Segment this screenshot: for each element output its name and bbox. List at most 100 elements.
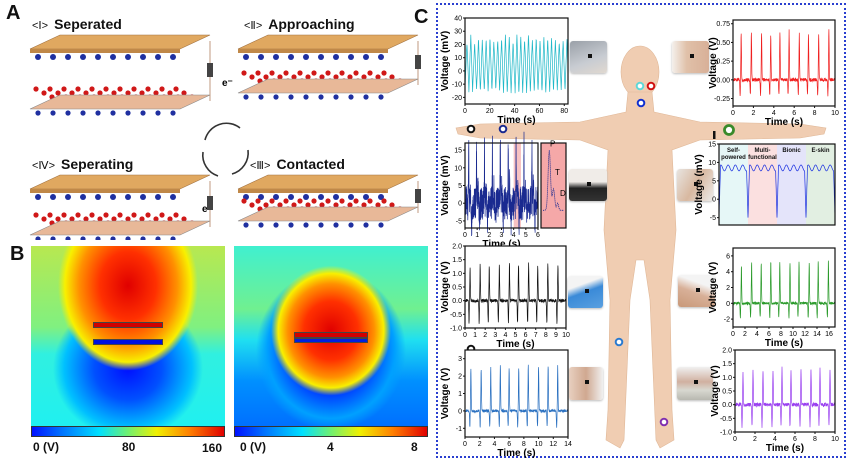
negative-charge (170, 236, 176, 240)
negative-charge (333, 94, 339, 100)
positive-charge (249, 202, 255, 208)
segment-band (806, 144, 835, 225)
positive-charge (367, 198, 373, 204)
y-tick-label: 1.5 (722, 361, 732, 368)
segment-band (777, 144, 806, 225)
x-tick-label: 8 (522, 441, 526, 448)
sensor-dot (695, 287, 700, 292)
negative-charge (155, 54, 161, 60)
photo-elbow (678, 275, 715, 307)
positive-charge (33, 86, 39, 92)
y-tick-label: -1.0 (720, 430, 732, 437)
y-tick-label: 30 (454, 29, 462, 36)
positive-charge (41, 90, 47, 96)
x-axis-label: Time (s) (765, 117, 803, 128)
x-tick-label: 8 (779, 331, 783, 338)
colorbar (31, 426, 225, 437)
x-tick-label: 8 (544, 332, 548, 339)
arrow-arc (231, 149, 249, 175)
y-tick-label: 0.5 (452, 285, 462, 292)
x-tick-label: 6 (792, 110, 796, 117)
negative-charge (65, 194, 71, 200)
y-tick-label: -5 (456, 218, 462, 225)
x-tick-label: 2 (487, 232, 491, 239)
positive-charge (241, 70, 247, 76)
positive-charge (41, 216, 47, 222)
sensor-dot (584, 288, 589, 293)
signal-line (464, 131, 539, 237)
segment-label-e-skin: E-skin (811, 148, 830, 154)
positive-charge (339, 198, 345, 204)
x-axis-label: Time (s) (496, 339, 534, 350)
marker-wrist (498, 124, 508, 134)
negative-charge (258, 194, 264, 200)
colorbar-min: 0 (V) (240, 440, 267, 454)
y-tick-label: 10 (708, 160, 716, 167)
y-tick-label: 5 (712, 178, 716, 185)
y-axis-label: Voltage (mV) (694, 154, 705, 214)
x-tick-label: 2 (751, 110, 755, 117)
x-tick-label: 16 (825, 331, 833, 338)
positive-charge (389, 74, 395, 80)
segment-band (719, 144, 748, 225)
marker-mouth (635, 81, 645, 91)
y-tick-label: -0.5 (720, 416, 732, 423)
photo-knee (569, 367, 603, 400)
negative-charge (318, 194, 324, 200)
negative-charge (170, 194, 176, 200)
positive-charge (131, 212, 137, 218)
x-tick-label: 12 (549, 441, 557, 448)
positive-charge (47, 86, 53, 92)
y-tick-label: -0.25 (714, 96, 730, 103)
x-tick-label: 6 (793, 436, 797, 443)
x-tick-label: 4 (755, 331, 759, 338)
positive-charge (255, 70, 261, 76)
positive-charge (103, 86, 109, 92)
y-tick-label: -10 (452, 82, 462, 89)
negative-charge (80, 54, 86, 60)
positive-charge (139, 216, 145, 222)
negative-charge (140, 236, 146, 240)
x-tick-label: 10 (831, 110, 839, 117)
colorbar-max: 160 (202, 441, 223, 455)
chart-finger-bend: 0 1 2 3 4 5 6 7 8 9 10 -1.0 -0.5 0.0 0.5 1.0 1.5 2.0 Time … (440, 244, 570, 351)
plot-area (733, 248, 835, 327)
positive-charge (159, 86, 165, 92)
negative-charge (125, 54, 131, 60)
negative-charge (378, 94, 384, 100)
positive-charge (269, 198, 275, 204)
y-tick-label: 0 (726, 301, 730, 308)
y-tick-label: 0 (458, 68, 462, 75)
positive-charge (125, 90, 131, 96)
positive-charge (291, 202, 297, 208)
negative-charge (95, 194, 101, 200)
y-tick-label: 6 (726, 253, 730, 260)
y-tick-label: 1.0 (452, 271, 462, 278)
positive-charge (159, 212, 165, 218)
x-tick-label: 6 (536, 232, 540, 239)
positive-charge (283, 198, 289, 204)
x-tick-label: 8 (813, 436, 817, 443)
negative-charge (110, 54, 116, 60)
positive-charge (167, 90, 173, 96)
positive-charge (325, 198, 331, 204)
positive-charge (167, 216, 173, 222)
x-tick-label: 0 (463, 108, 467, 115)
y-tick-label: -0.5 (450, 312, 462, 319)
negative-charge (243, 54, 249, 60)
sensor-dot (689, 53, 694, 58)
x-tick-label: 9 (554, 332, 558, 339)
positive-charge (277, 74, 283, 80)
positive-charge (55, 216, 61, 222)
x-axis-label: Time (s) (497, 448, 535, 459)
marker-elbow (723, 124, 735, 136)
negative-charge (378, 54, 384, 60)
positive-charge (381, 198, 387, 204)
y-tick-label: 1 (458, 391, 462, 398)
y-tick-label: 0 (458, 408, 462, 415)
y-tick-label: -2 (724, 317, 730, 324)
x-tick-label: 4 (503, 332, 507, 339)
y-tick-label: 0.0 (452, 298, 462, 305)
teng-device-separated (29, 34, 213, 116)
